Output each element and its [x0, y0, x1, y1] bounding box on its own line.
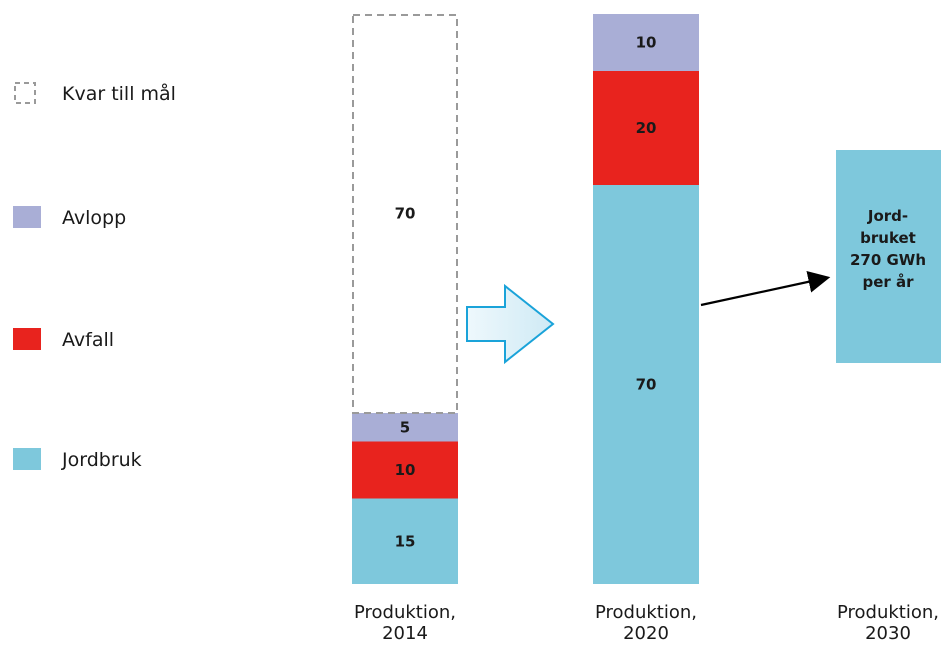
- legend-label-avfall: Avfall: [62, 329, 114, 351]
- x-tick-label-1-1: 2020: [623, 623, 669, 644]
- legend: Kvar till mål Avlopp Avfall Jordbruk: [13, 82, 176, 471]
- data-label-avfall-0: 10: [395, 461, 416, 479]
- projection-2030-box: [836, 150, 941, 363]
- data-label-avlopp-1: 10: [636, 34, 657, 52]
- pointer-arrow-icon: [700, 270, 831, 307]
- data-label-avlopp-0: 5: [400, 418, 410, 436]
- projection-2030-label-3: per år: [862, 273, 914, 291]
- block-arrow-icon: [466, 283, 555, 365]
- bar-segment-avfall-0: [352, 441, 458, 499]
- bar-segment-avlopp-0: [352, 413, 458, 442]
- x-tick-label-0-1: 2014: [382, 623, 428, 644]
- legend-swatch-kvar-till-mal: [14, 82, 36, 104]
- legend-swatch-avfall: [13, 328, 41, 350]
- x-tick-label-2-0: Produktion,: [837, 602, 939, 623]
- legend-label-kvar-till-mal: Kvar till mål: [62, 82, 176, 105]
- legend-swatch-jordbruk: [13, 448, 41, 470]
- bars: 15 10 5 70 70 20 10: [352, 14, 699, 584]
- x-tick-label-1-0: Produktion,: [595, 602, 697, 623]
- bar-segment-jordbruk-1: [593, 185, 699, 584]
- x-tick-label-2-1: 2030: [865, 623, 911, 644]
- bar-segment-avfall-1: [593, 71, 699, 185]
- data-label-jordbruk-0: 15: [395, 532, 416, 550]
- data-label-jordbruk-1: 70: [636, 376, 657, 394]
- data-label-avfall-1: 20: [636, 119, 657, 137]
- bar-segment-kvar-till-mal-0: [352, 14, 458, 414]
- x-tick-label-0-0: Produktion,: [354, 602, 456, 623]
- projection-2030-label-0: Jord-: [867, 207, 908, 225]
- category-labels: Produktion,2014Produktion,2020Produktion…: [354, 602, 939, 644]
- projection-2030-label-2: 270 GWh: [850, 251, 926, 269]
- bar-segment-avlopp-1: [593, 14, 699, 71]
- legend-label-avlopp: Avlopp: [62, 207, 126, 229]
- legend-swatch-avlopp: [13, 206, 41, 228]
- bar-segment-jordbruk-0: [352, 498, 458, 584]
- projection-2030-label-1: bruket: [860, 229, 916, 247]
- legend-label-jordbruk: Jordbruk: [61, 449, 142, 471]
- annotations: Jord-bruket 270 GWh per år: [466, 150, 941, 365]
- data-label-kvar-till-mal-0: 70: [395, 205, 416, 223]
